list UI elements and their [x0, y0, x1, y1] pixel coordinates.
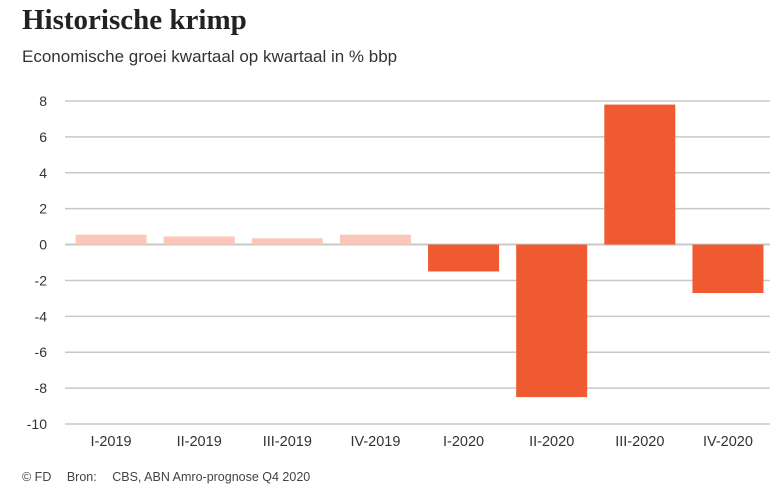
source-note: © FD Bron: CBS, ABN Amro-prognose Q4 202…	[22, 470, 322, 484]
x-tick-label: I-2019	[91, 434, 132, 450]
source-text: CBS, ABN Amro-prognose Q4 2020	[112, 470, 311, 484]
y-tick-label: -4	[35, 308, 48, 324]
y-tick-label: 2	[39, 201, 47, 217]
copyright: © FD	[22, 470, 52, 484]
y-tick-label: 6	[39, 129, 47, 145]
x-tick-label: I-2020	[443, 434, 484, 450]
x-tick-label: IV-2019	[350, 434, 400, 450]
x-tick-label: II-2020	[529, 434, 574, 450]
y-tick-label: 0	[39, 237, 47, 253]
chart-title: Historische krimp	[22, 4, 247, 36]
bar	[516, 244, 588, 398]
bar	[339, 234, 411, 245]
y-tick-label: -8	[35, 380, 48, 396]
x-tick-label: II-2019	[177, 434, 222, 450]
bar	[604, 104, 676, 245]
y-tick-label: -6	[35, 344, 48, 360]
y-tick-label: -2	[35, 272, 48, 288]
bar	[163, 236, 235, 245]
bar	[428, 244, 500, 272]
y-tick-label: 8	[39, 93, 47, 109]
x-tick-label: III-2020	[615, 434, 664, 450]
bar	[692, 244, 764, 294]
chart-subtitle: Economische groei kwartaal op kwartaal i…	[22, 47, 398, 66]
x-tick-label: III-2019	[263, 434, 312, 450]
x-tick-label: IV-2020	[703, 434, 753, 450]
y-tick-label: 4	[39, 165, 47, 181]
y-tick-label: -10	[27, 416, 47, 432]
source-label: Bron:	[66, 470, 97, 484]
bar	[75, 234, 147, 245]
bar	[251, 238, 323, 245]
